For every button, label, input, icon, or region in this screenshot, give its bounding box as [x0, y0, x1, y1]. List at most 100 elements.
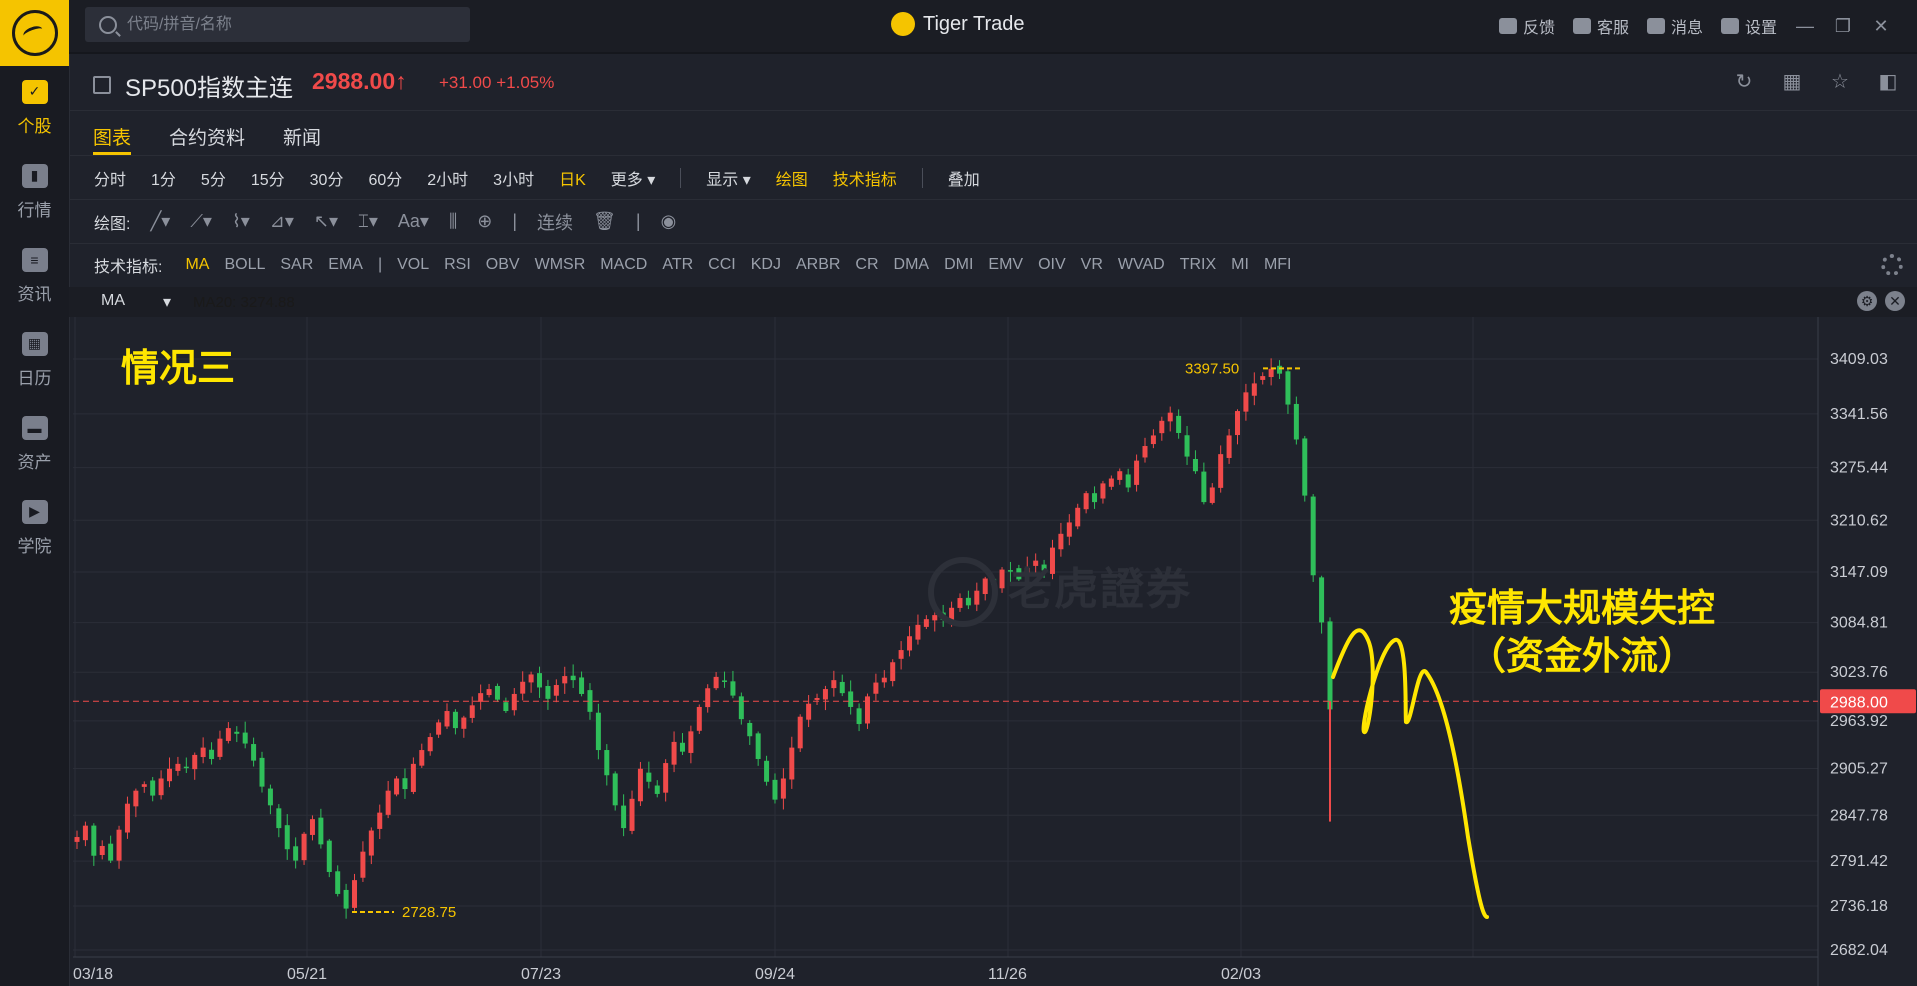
- feedback-label: 反馈: [1522, 20, 1555, 37]
- zoom-icon[interactable]: ⊕: [477, 211, 493, 231]
- star-icon[interactable]: ☆: [1831, 70, 1849, 93]
- continuous-toggle[interactable]: 连续: [537, 212, 574, 233]
- eye-icon[interactable]: ◉: [660, 211, 677, 231]
- candle-body: [116, 829, 122, 861]
- indicator-ma[interactable]: MA: [185, 256, 210, 273]
- ma-select[interactable]: MA ▾: [101, 292, 171, 312]
- candle-body: [1125, 474, 1131, 488]
- indicator-settings-gear-icon[interactable]: [1881, 254, 1903, 276]
- period-15min[interactable]: 15分: [250, 171, 285, 189]
- indicator-trix[interactable]: TRIX: [1179, 256, 1217, 273]
- sidebar-toggle-icon[interactable]: ◧: [1878, 70, 1898, 93]
- period-timeshare[interactable]: 分时: [94, 171, 127, 189]
- period-3h[interactable]: 3小时: [493, 171, 535, 189]
- measure-tool-icon[interactable]: ⌶▾: [358, 211, 378, 231]
- candle-body: [907, 636, 913, 651]
- grid-icon[interactable]: ▦: [1782, 70, 1802, 93]
- period-more[interactable]: 更多 ▾: [611, 166, 656, 190]
- candle-body: [562, 676, 568, 684]
- candle-body: [1092, 493, 1098, 503]
- period-2h[interactable]: 2小时: [427, 171, 469, 189]
- candlestick-chart[interactable]: 3409.03 3341.56 3275.44 3210.62 3147.09 3084.…: [73, 317, 1917, 986]
- messages-link[interactable]: 消息: [1646, 14, 1703, 38]
- nav-item-news[interactable]: ≡ 资讯: [0, 234, 69, 318]
- candle-body: [444, 711, 450, 727]
- line-tool-icon[interactable]: ╱▾: [150, 211, 171, 231]
- period-60min[interactable]: 60分: [368, 171, 403, 189]
- ma-close-icon[interactable]: ✕: [1885, 291, 1905, 311]
- indicator-arbr[interactable]: ARBR: [795, 256, 841, 273]
- candle-body: [494, 685, 500, 700]
- search-box[interactable]: [85, 7, 470, 42]
- tiger-logo[interactable]: [0, 0, 69, 66]
- settings-link[interactable]: 设置: [1720, 14, 1777, 38]
- nav-item-market[interactable]: ▮ 行情: [0, 150, 69, 234]
- indicator-emv[interactable]: EMV: [988, 256, 1024, 273]
- indicator-sar[interactable]: SAR: [280, 256, 314, 273]
- tab-contract-info[interactable]: 合约资料: [169, 128, 246, 149]
- indicator-wvad[interactable]: WVAD: [1117, 256, 1165, 273]
- nav-item-academy[interactable]: ▶ 学院: [0, 486, 69, 570]
- period-daily[interactable]: 日K: [559, 171, 586, 189]
- candle-body: [410, 763, 416, 792]
- candle-body: [1260, 376, 1266, 380]
- indicator-oiv[interactable]: OIV: [1038, 256, 1066, 273]
- content-tabs: 图表 合约资料 新闻: [69, 111, 1917, 156]
- wallet-icon: ▬: [21, 415, 48, 440]
- indicator-ema[interactable]: EMA: [328, 256, 363, 273]
- candle-tool-icon[interactable]: ⫼: [448, 211, 458, 231]
- display-menu[interactable]: 显示 ▾: [706, 166, 751, 190]
- candle-body: [167, 768, 173, 782]
- nav-item-stock[interactable]: ✓ 个股: [0, 66, 69, 150]
- panel-toggle-icon[interactable]: [93, 76, 111, 94]
- indicator-boll[interactable]: BOLL: [224, 256, 266, 273]
- candle-body: [797, 716, 803, 749]
- indicator-mfi[interactable]: MFI: [1263, 256, 1292, 273]
- refresh-icon[interactable]: ↻: [1735, 70, 1753, 93]
- chart-area[interactable]: 3409.03 3341.56 3275.44 3210.62 3147.09 3084.…: [73, 317, 1917, 986]
- candle-body: [595, 712, 601, 751]
- candle-body: [402, 778, 408, 790]
- indicator-macd[interactable]: MACD: [600, 256, 648, 273]
- restore-icon[interactable]: ❐: [1834, 15, 1852, 36]
- support-link[interactable]: 客服: [1572, 14, 1629, 38]
- indicator-mi[interactable]: MI: [1231, 256, 1249, 273]
- feedback-link[interactable]: 反馈: [1498, 14, 1555, 38]
- search-input[interactable]: [125, 14, 449, 35]
- indicator-obv[interactable]: OBV: [485, 256, 520, 273]
- nav-item-assets[interactable]: ▬ 资产: [0, 402, 69, 486]
- minimize-icon[interactable]: —: [1796, 15, 1814, 36]
- candle-body: [755, 733, 761, 759]
- period-1min[interactable]: 1分: [151, 171, 176, 189]
- indicator-wmsr[interactable]: WMSR: [534, 256, 586, 273]
- nav-item-calendar[interactable]: ▦ 日历: [0, 318, 69, 402]
- projection-annotation-line: [1331, 628, 1489, 919]
- arrow-tool-icon[interactable]: ↖▾: [313, 211, 339, 231]
- indicator-dmi[interactable]: DMI: [944, 256, 974, 273]
- candle-body: [1277, 365, 1283, 374]
- text-tool-icon[interactable]: Aa▾: [397, 211, 429, 231]
- wave-tool-icon[interactable]: ⌇▾: [231, 211, 250, 231]
- indicator-dma[interactable]: DMA: [893, 256, 930, 273]
- period-5min[interactable]: 5分: [200, 171, 226, 189]
- indicator-cci[interactable]: CCI: [708, 256, 736, 273]
- fib-tool-icon[interactable]: ⊿▾: [269, 211, 294, 231]
- indicator-rsi[interactable]: RSI: [444, 256, 471, 273]
- indicator-vol[interactable]: VOL: [397, 256, 430, 273]
- indicator-atr[interactable]: ATR: [662, 256, 694, 273]
- indicator-kdj[interactable]: KDJ: [750, 256, 781, 273]
- indicator-toggle[interactable]: 技术指标: [832, 171, 897, 189]
- overlay-toggle[interactable]: 叠加: [947, 171, 980, 189]
- trash-icon[interactable]: 🗑: [593, 211, 616, 231]
- indicator-cr[interactable]: CR: [855, 256, 879, 273]
- drawing-toggle[interactable]: 绘图: [775, 171, 808, 189]
- candle-body: [267, 788, 273, 806]
- close-icon[interactable]: ✕: [1873, 15, 1889, 36]
- tab-chart[interactable]: 图表: [93, 111, 132, 155]
- drawing-toolbar: 绘图: ╱▾ ⟋▾ ⌇▾ ⊿▾ ↖▾ ⌶▾ Aa▾ ⫼ ⊕ | 连续 🗑 | ◉: [69, 200, 1917, 244]
- indicator-vr[interactable]: VR: [1080, 256, 1103, 273]
- ray-tool-icon[interactable]: ⟋▾: [190, 211, 212, 231]
- ma-settings-gear-icon[interactable]: ⚙: [1857, 291, 1877, 311]
- period-30min[interactable]: 30分: [309, 171, 344, 189]
- tab-news[interactable]: 新闻: [283, 128, 322, 149]
